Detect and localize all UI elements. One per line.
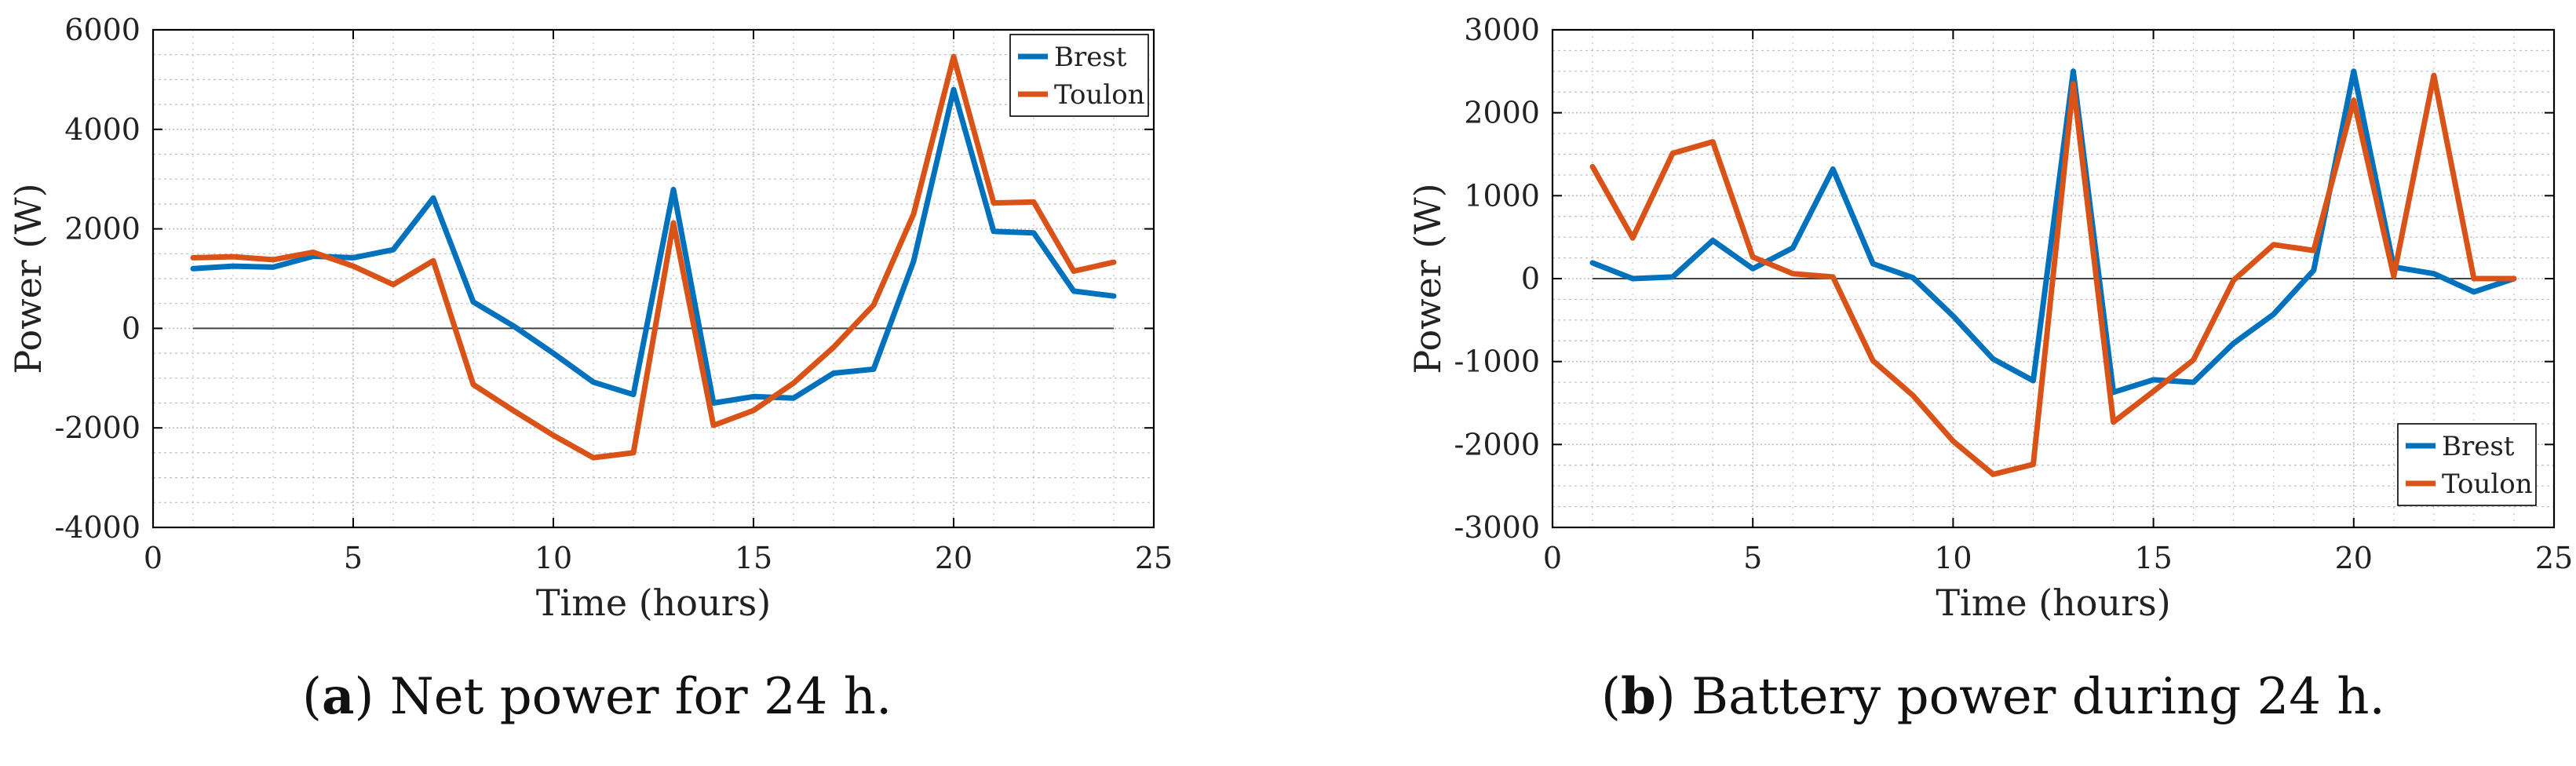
x-tick-label-b: 10 xyxy=(1934,541,1972,575)
x-tick-label-a: 25 xyxy=(1135,541,1173,575)
legend-a: Brest Toulon xyxy=(1009,34,1149,117)
x-tick-label-b: 15 xyxy=(2134,541,2172,575)
legend-label-toulon-b: Toulon xyxy=(2442,469,2533,500)
axes-box-a xyxy=(151,28,1155,529)
caption-a-close: ) xyxy=(354,668,374,726)
legend-label-toulon-a: Toulon xyxy=(1054,79,1145,111)
caption-b: (b) Battery power during 24 h. xyxy=(1601,667,2385,726)
x-tick-label-b: 20 xyxy=(2335,541,2373,575)
y-tick-label-a: 6000 xyxy=(64,13,140,47)
y-tick-label-a: 4000 xyxy=(64,112,140,147)
x-tick-label-b: 5 xyxy=(1743,541,1762,575)
series-line-brest-a xyxy=(190,86,1117,406)
x-axis-label-a: Time (hours) xyxy=(536,582,771,624)
caption-b-open: ( xyxy=(1601,668,1621,726)
series-line-toulon-b xyxy=(1589,72,2517,477)
y-tick-label-a: -2000 xyxy=(54,410,140,445)
caption-b-letter: b xyxy=(1620,667,1656,726)
y-tick-label-b: 2000 xyxy=(1464,96,1540,130)
y-tick-label-a: -4000 xyxy=(54,510,140,545)
chart-net-power: 0 5 10 15 20 25 -4000 -2000 0 2000 4000 6000 Time (h… xyxy=(7,13,1173,624)
chart-battery-power: 0 5 10 15 20 25 -3000 -2000 -1000 0 1000 2000 3000 Ti… xyxy=(1407,13,2573,624)
x-tick-label-a: 20 xyxy=(935,541,972,575)
y-axis-label-b: Power (W) xyxy=(1407,183,1449,374)
x-tick-label-a: 0 xyxy=(144,541,162,575)
caption-b-text: Battery power during 24 h. xyxy=(1675,668,2385,726)
legend-box-a xyxy=(1009,34,1149,117)
x-tick-label-a: 5 xyxy=(344,541,363,575)
legend-label-brest-b: Brest xyxy=(2442,431,2515,462)
y-tick-label-a: 2000 xyxy=(64,212,140,246)
legend-box-b xyxy=(2397,423,2537,506)
y-tick-label-b: -1000 xyxy=(1454,345,1540,379)
legend-label-brest-a: Brest xyxy=(1054,42,1127,73)
x-axis-label-b: Time (hours) xyxy=(1936,582,2170,624)
caption-a: (a) Net power for 24 h. xyxy=(302,667,892,726)
y-tick-label-b: 0 xyxy=(1521,261,1540,296)
y-tick-label-b: 3000 xyxy=(1464,13,1540,47)
y-tick-label-b: -2000 xyxy=(1454,427,1540,461)
caption-b-close: ) xyxy=(1655,668,1676,726)
x-tick-label-a: 10 xyxy=(535,541,572,575)
legend-b: Brest Toulon xyxy=(2397,423,2537,506)
y-tick-label-b: 1000 xyxy=(1464,178,1540,213)
caption-a-text: Net power for 24 h. xyxy=(374,668,892,726)
x-tick-label-b: 0 xyxy=(1543,541,1562,575)
y-tick-label-a: 0 xyxy=(122,311,140,345)
y-tick-label-b: -3000 xyxy=(1454,510,1540,545)
caption-a-open: ( xyxy=(302,668,322,726)
series-line-toulon-a xyxy=(190,53,1117,461)
x-tick-label-a: 15 xyxy=(735,541,772,575)
y-axis-label-a: Power (W) xyxy=(7,183,49,374)
x-tick-label-b: 25 xyxy=(2535,541,2573,575)
caption-a-letter: a xyxy=(321,667,355,726)
series-line-brest-b xyxy=(1589,68,2517,396)
